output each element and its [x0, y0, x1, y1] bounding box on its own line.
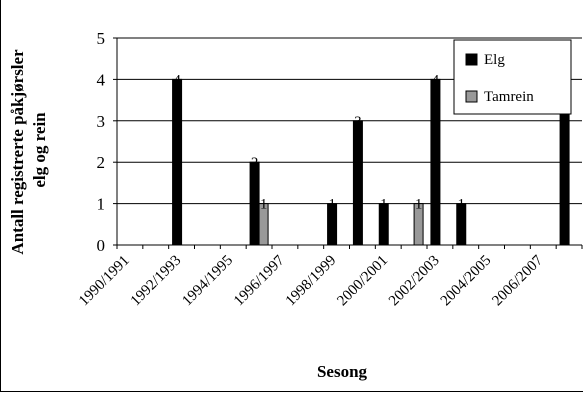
x-tick-label: 1994/1995	[179, 253, 236, 310]
y-tick-label: 1	[97, 195, 106, 214]
bar-value-label: 4	[432, 72, 440, 88]
x-tick-labels: 1990/19911992/19931994/19951996/19971998…	[76, 252, 546, 309]
bar-elg	[250, 162, 259, 245]
bar-elg	[173, 79, 182, 245]
legend: Elg Tamrein	[454, 40, 571, 114]
x-tick-label: 2002/2003	[386, 253, 443, 310]
y-tick-labels: 0 1 2 3 4 5	[97, 29, 106, 255]
y-axis-title: Antall registrerte påkjørsler elg og rei…	[8, 45, 49, 254]
bar-value-label: 1	[458, 197, 466, 213]
y-tick-label: 5	[97, 29, 106, 48]
x-axis-title: Sesong	[317, 362, 368, 381]
bar-value-label: 1	[415, 197, 423, 213]
y-axis-title-line-2: elg og rein	[30, 112, 49, 188]
legend-swatch-tamrein	[466, 91, 477, 102]
bar-elg	[431, 79, 440, 245]
x-tick-label: 2000/2001	[334, 253, 391, 310]
y-tick-label: 0	[97, 236, 106, 255]
bar-value-label: 1	[260, 197, 268, 213]
x-tick-label: 2006/2007	[489, 252, 546, 309]
bar-value-label: 2	[251, 155, 259, 171]
bar-value-label: 3	[354, 114, 362, 130]
y-axis-title-line-1: Antall registrerte påkjørsler	[8, 49, 27, 255]
x-tick-label: 1998/1999	[283, 253, 340, 310]
x-tick-label: 2004/2005	[438, 253, 495, 310]
x-tick-label: 1992/1993	[128, 253, 185, 310]
legend-label-elg: Elg	[484, 52, 505, 68]
bar-value-label: 1	[328, 197, 336, 213]
y-tick-label: 2	[97, 153, 106, 172]
x-tick-label: 1990/1991	[76, 253, 133, 310]
x-tick-label: 1996/1997	[231, 252, 288, 309]
legend-label-tamrein: Tamrein	[484, 89, 534, 105]
y-tick-label: 4	[97, 70, 106, 89]
y-tick-label: 3	[97, 112, 106, 131]
bar-value-label: 4	[173, 72, 181, 88]
bar-value-label: 1	[380, 197, 388, 213]
legend-swatch-elg	[466, 54, 477, 65]
bar-elg	[353, 121, 362, 245]
